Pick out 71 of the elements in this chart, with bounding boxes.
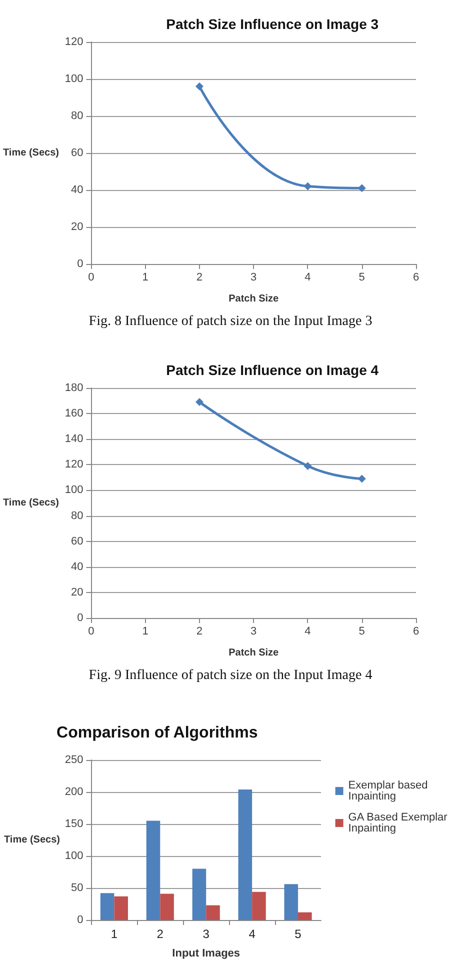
bar: [284, 884, 298, 920]
x-tick-label: 6: [412, 272, 420, 284]
x-tick-label: 1: [110, 927, 118, 941]
y-tick-label: 40: [70, 184, 84, 196]
x-tick-label: 4: [248, 927, 256, 941]
x-axis-title: Patch Size: [228, 648, 280, 658]
y-tick-label: 200: [64, 786, 84, 798]
x-tick-label: 5: [358, 626, 365, 638]
bar: [192, 868, 206, 920]
y-tick-label: 20: [70, 221, 84, 233]
x-tick-label: 4: [304, 272, 311, 284]
y-axis-title: Time (Secs): [4, 834, 60, 846]
y-tick-label: 60: [70, 535, 84, 548]
y-tick-label: 180: [64, 382, 84, 394]
legend-label: GA Based Exemplar Inpainting: [348, 812, 450, 834]
x-tick-label: 2: [196, 272, 203, 284]
y-tick-label: 40: [70, 560, 84, 573]
x-tick-label: 1: [142, 272, 148, 284]
y-tick-label: 160: [64, 408, 84, 420]
x-tick-label: 6: [412, 626, 420, 638]
bar: [206, 905, 220, 920]
y-tick-label: 60: [70, 147, 84, 159]
bar: [100, 893, 114, 920]
y-tick-label: 250: [64, 754, 84, 766]
x-tick-label: 2: [196, 626, 203, 638]
y-tick-label: 0: [77, 258, 84, 270]
x-axis-title: Patch Size: [228, 294, 280, 304]
y-tick-label: 100: [64, 850, 84, 862]
bar: [160, 894, 174, 920]
chart-title: Comparison of Algorithms: [56, 724, 258, 742]
y-tick-label: 100: [64, 73, 84, 85]
y-tick-label: 20: [70, 586, 84, 598]
y-tick-label: 120: [64, 36, 84, 48]
y-tick-label: 0: [77, 914, 84, 926]
point: [195, 398, 204, 406]
caption: Fig. 9 Influence of patch size on the Input Image 4: [88, 667, 374, 685]
x-tick-label: 5: [358, 272, 365, 284]
y-tick-label: 50: [70, 882, 84, 894]
bar: [252, 892, 266, 920]
x-tick-label: 3: [250, 626, 257, 638]
point: [358, 474, 366, 483]
bar: [238, 789, 252, 920]
point: [304, 182, 312, 190]
y-axis-title: Time (Secs): [3, 498, 59, 508]
y-tick-label: 0: [77, 612, 84, 624]
bar: [298, 912, 312, 920]
y-tick-label: 80: [70, 110, 84, 122]
x-tick-label: 5: [294, 927, 302, 941]
x-tick-label: 2: [156, 927, 164, 941]
bar: [146, 820, 160, 920]
y-axis-title: Time (Secs): [3, 148, 59, 158]
y-tick-label: 140: [64, 433, 84, 446]
x-tick-label: 3: [202, 927, 210, 941]
y-tick-label: 100: [64, 484, 84, 496]
caption: Fig. 8 Influence of patch size on the Input Image 3: [88, 313, 374, 331]
x-axis-title: Input Images: [172, 948, 240, 960]
x-tick-label: 0: [88, 626, 94, 638]
x-tick-label: 4: [304, 626, 311, 638]
bar: [114, 896, 128, 920]
x-tick-label: 1: [142, 626, 148, 638]
y-tick-label: 80: [70, 510, 84, 522]
legend-label: Exemplar based Inpainting: [348, 780, 431, 802]
y-tick-label: 120: [64, 458, 84, 471]
y-tick-label: 150: [64, 818, 84, 830]
point: [358, 184, 366, 192]
chart-title: Patch Size Influence on Image 3: [166, 16, 379, 32]
x-tick-label: 3: [250, 272, 257, 284]
chart-title: Patch Size Influence on Image 4: [166, 362, 379, 378]
point: [304, 462, 312, 470]
point: [195, 82, 204, 90]
x-tick-label: 0: [88, 272, 94, 284]
